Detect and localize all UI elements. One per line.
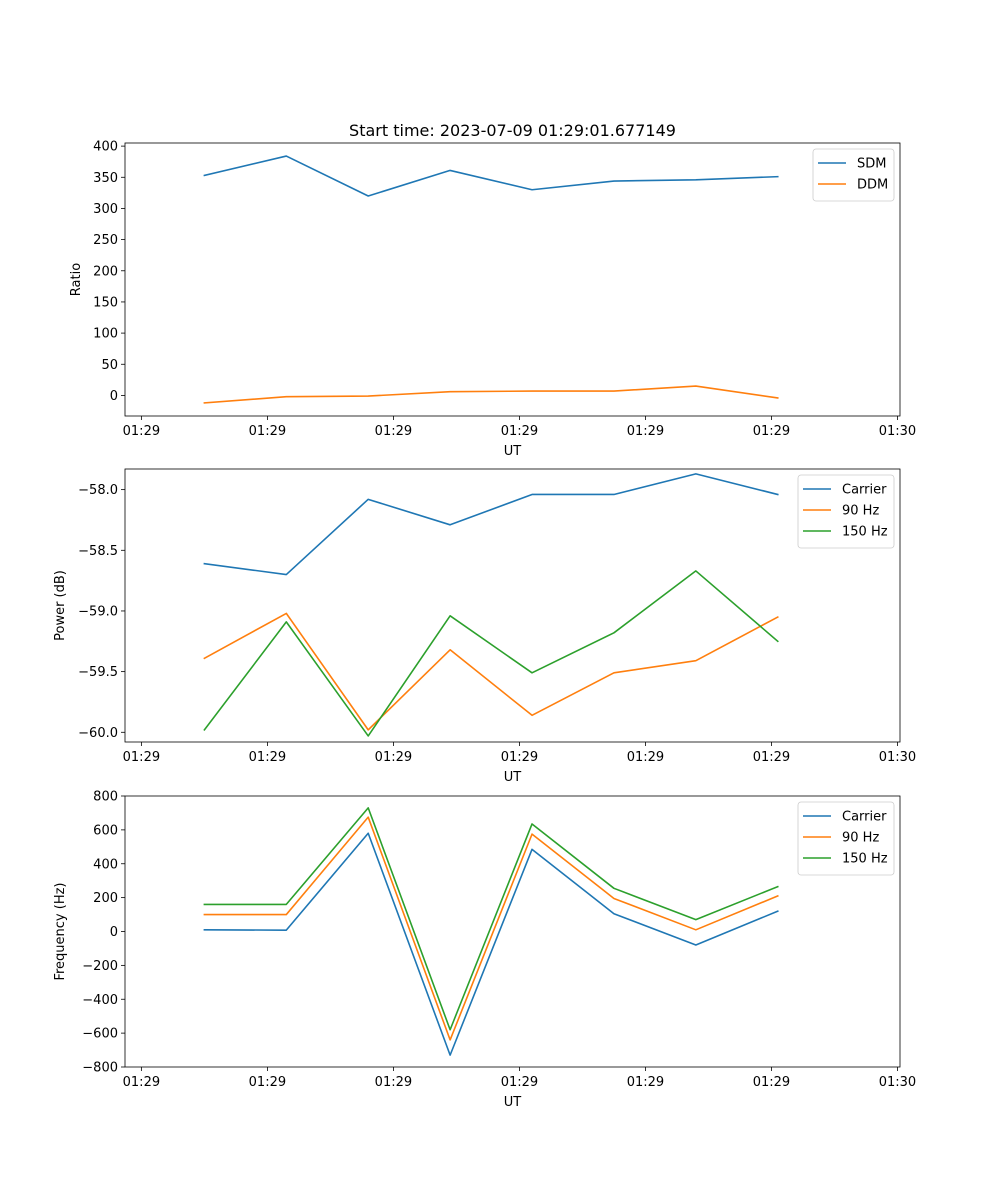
x-tick-label: 01:29 bbox=[753, 424, 790, 439]
y-axis-label: Frequency (Hz) bbox=[53, 882, 68, 980]
legend-label: DDM bbox=[857, 178, 888, 193]
x-axis-label: UT bbox=[504, 444, 522, 459]
y-tick-label: 50 bbox=[101, 358, 118, 373]
panel-3: 01:29 01:29 01:29 01:29 01:29 01:29 01:30 −800 −… bbox=[53, 790, 916, 1111]
legend-label: 150 Hz bbox=[842, 525, 888, 540]
axes-frame bbox=[124, 142, 901, 417]
x-axis-label: UT bbox=[504, 770, 522, 785]
x-tick-label: 01:29 bbox=[123, 750, 160, 765]
x-tick-label: 01:29 bbox=[249, 424, 286, 439]
y-tick-label: 150 bbox=[93, 295, 118, 310]
y-tick-label: 0 bbox=[110, 389, 118, 404]
y-tick-label: 400 bbox=[93, 857, 118, 872]
series-line-sdm bbox=[203, 155, 779, 197]
panel-2: 01:29 01:29 01:29 01:29 01:29 01:29 01:30 −60.0… bbox=[53, 468, 916, 785]
y-tick-label: −58.5 bbox=[78, 544, 118, 559]
y-tick-label: −60.0 bbox=[78, 726, 118, 741]
y-tick-label: 200 bbox=[93, 264, 118, 279]
y-tick-label: −600 bbox=[82, 1027, 118, 1042]
legend-label: 150 Hz bbox=[842, 852, 888, 867]
y-tick-label: 400 bbox=[93, 140, 118, 155]
y-tick-label: 300 bbox=[93, 202, 118, 217]
axes-frame bbox=[124, 468, 901, 743]
legend-box bbox=[812, 148, 895, 202]
series-line-ddm bbox=[203, 385, 779, 404]
x-tick-label: 01:29 bbox=[249, 1075, 286, 1090]
x-tick-label: 01:29 bbox=[501, 750, 538, 765]
series-line-90-hz bbox=[203, 612, 779, 731]
x-tick-label: 01:29 bbox=[501, 424, 538, 439]
y-tick-label: 200 bbox=[93, 891, 118, 906]
legend: SDM DDM bbox=[812, 148, 895, 202]
axes-frame bbox=[124, 795, 901, 1068]
legend: Carrier 90 Hz 150 Hz bbox=[797, 474, 895, 549]
x-tick-label: 01:29 bbox=[627, 1075, 664, 1090]
series-line-150-hz bbox=[203, 570, 779, 737]
x-tick-label: 01:29 bbox=[753, 750, 790, 765]
y-tick-label: −59.0 bbox=[78, 604, 118, 619]
x-tick-label: 01:30 bbox=[879, 750, 916, 765]
y-tick-label: −59.5 bbox=[78, 665, 118, 680]
legend-label: SDM bbox=[857, 157, 886, 172]
x-tick-label: 01:30 bbox=[879, 424, 916, 439]
y-tick-label: −200 bbox=[82, 959, 118, 974]
series-line-150-hz bbox=[203, 807, 779, 1031]
y-tick-label: 350 bbox=[93, 171, 118, 186]
x-tick-label: 01:29 bbox=[753, 1075, 790, 1090]
panel-1: Start time: 2023-07-09 01:29:01.67714901… bbox=[69, 121, 916, 459]
y-tick-label: −400 bbox=[82, 993, 118, 1008]
y-tick-label: 100 bbox=[93, 327, 118, 342]
series-line-90-hz bbox=[203, 816, 779, 1041]
y-tick-label: −800 bbox=[82, 1061, 118, 1076]
x-tick-label: 01:29 bbox=[375, 424, 412, 439]
x-tick-label: 01:29 bbox=[123, 1075, 160, 1090]
legend-box bbox=[797, 474, 895, 549]
legend-label: Carrier bbox=[842, 810, 887, 825]
series-line-carrier bbox=[203, 832, 779, 1056]
y-tick-label: 800 bbox=[93, 790, 118, 805]
y-tick-label: −58.0 bbox=[78, 483, 118, 498]
y-axis-label: Ratio bbox=[69, 263, 84, 296]
x-axis-label: UT bbox=[504, 1095, 522, 1110]
y-tick-label: 600 bbox=[93, 823, 118, 838]
legend-label: Carrier bbox=[842, 483, 887, 498]
x-tick-label: 01:29 bbox=[375, 1075, 412, 1090]
x-tick-label: 01:29 bbox=[627, 424, 664, 439]
chart-title: Start time: 2023-07-09 01:29:01.677149 bbox=[349, 121, 676, 140]
series-line-carrier bbox=[203, 473, 779, 576]
legend-label: 90 Hz bbox=[842, 831, 879, 846]
x-tick-label: 01:29 bbox=[123, 424, 160, 439]
x-tick-label: 01:29 bbox=[501, 1075, 538, 1090]
legend-label: 90 Hz bbox=[842, 504, 879, 519]
y-axis-label: Power (dB) bbox=[53, 570, 68, 641]
x-tick-label: 01:29 bbox=[375, 750, 412, 765]
x-tick-label: 01:30 bbox=[879, 1075, 916, 1090]
y-tick-label: 250 bbox=[93, 233, 118, 248]
legend-box bbox=[797, 801, 895, 876]
x-tick-label: 01:29 bbox=[627, 750, 664, 765]
legend: Carrier 90 Hz 150 Hz bbox=[797, 801, 895, 876]
y-tick-label: 0 bbox=[110, 925, 118, 940]
x-tick-label: 01:29 bbox=[249, 750, 286, 765]
